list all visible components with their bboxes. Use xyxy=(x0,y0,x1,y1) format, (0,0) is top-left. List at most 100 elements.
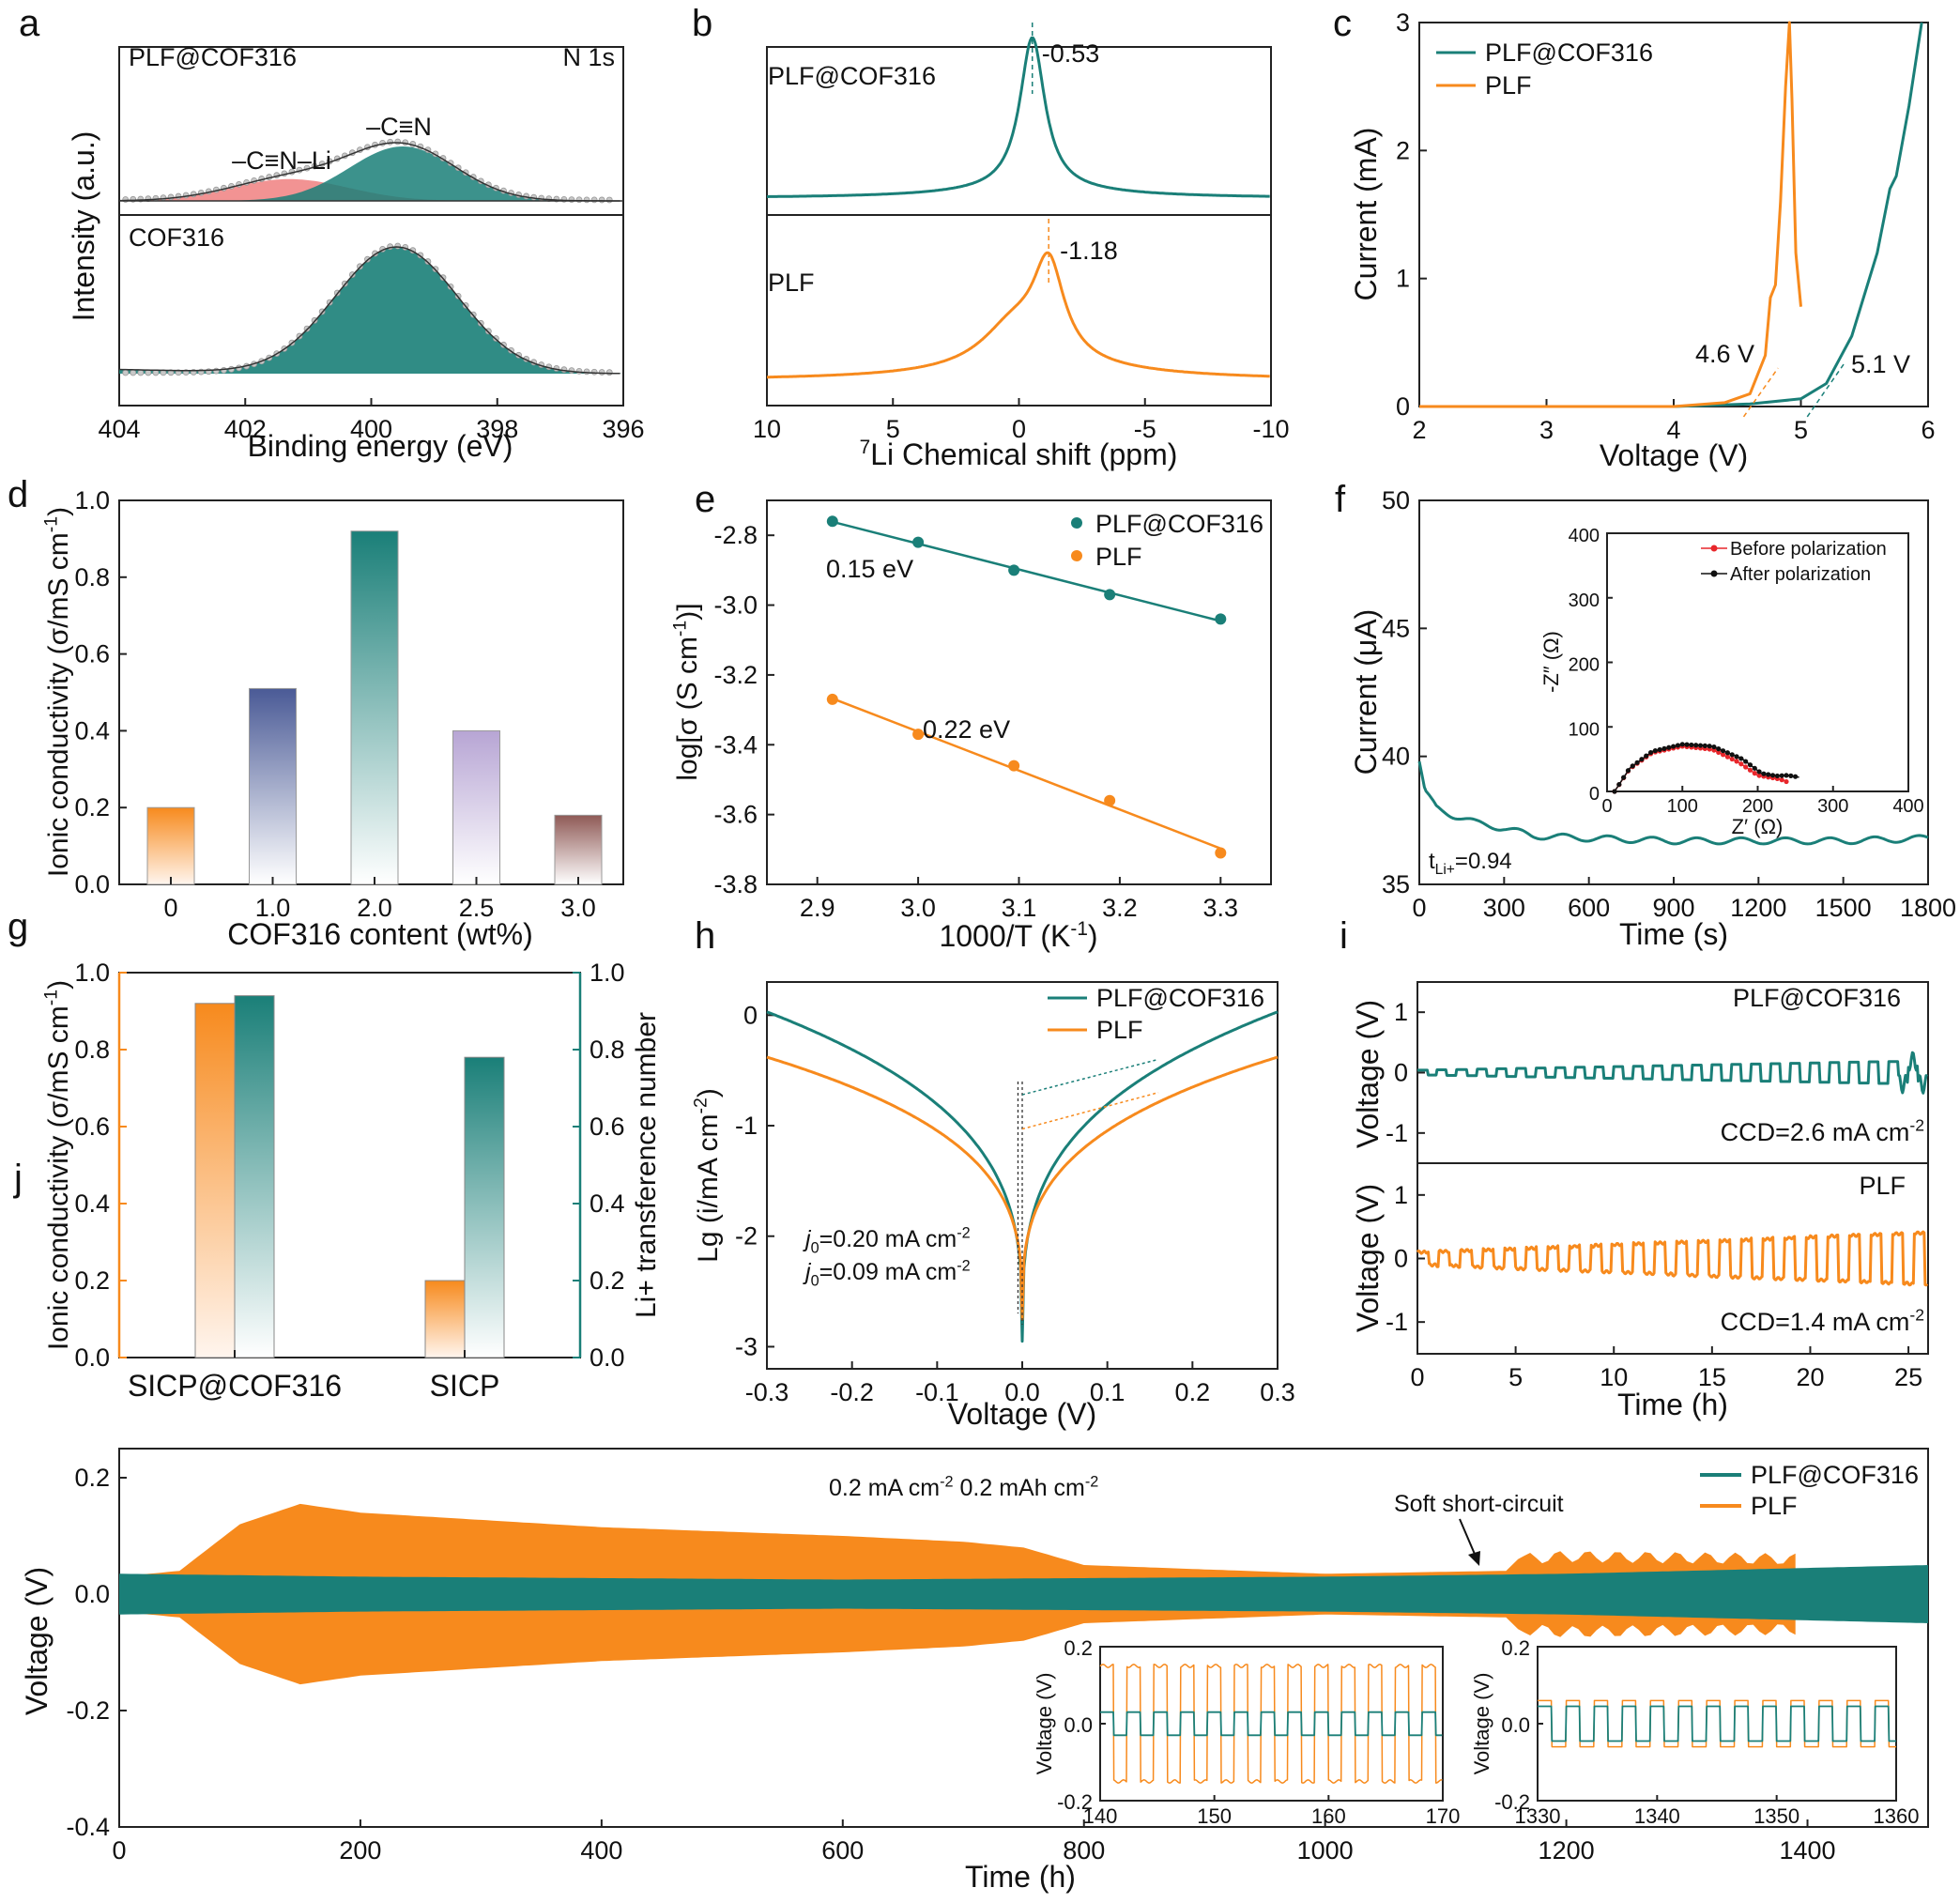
x-tick-label: 100 xyxy=(1667,796,1698,817)
panel-a-ylabel: Intensity (a.u.) xyxy=(67,131,100,322)
y-tick-label: -0.2 xyxy=(1057,1790,1093,1814)
x-tick-label: 300 xyxy=(1817,796,1848,817)
panel-e-ylabel-part: )] xyxy=(672,603,703,620)
eis-point xyxy=(1634,760,1640,765)
eis-curve xyxy=(1614,745,1788,792)
eis-point xyxy=(1761,771,1767,776)
legend-marker xyxy=(1710,545,1718,552)
y-tick-label: 0.8 xyxy=(590,1036,625,1064)
y-tick-label: 40 xyxy=(1382,743,1410,771)
x-tick-label: 900 xyxy=(1652,894,1694,922)
eis-point xyxy=(1720,748,1726,754)
eis-point xyxy=(1784,778,1789,785)
fit-line xyxy=(832,520,1221,622)
eis-point xyxy=(1675,743,1681,748)
panel-b-xlabel: 7Li Chemical shift (ppm) xyxy=(860,437,1178,471)
eis-point xyxy=(1756,769,1762,775)
x-tick-label: -5 xyxy=(1134,415,1156,443)
y-tick-label: -3 xyxy=(735,1332,758,1360)
x-tick-label: 800 xyxy=(1063,1836,1105,1865)
x-tick-label: 0.2 xyxy=(1175,1378,1211,1406)
eis-point xyxy=(1616,781,1622,788)
eis-point xyxy=(1711,744,1717,750)
eis-point xyxy=(1729,752,1735,758)
legend-entry: After polarization xyxy=(1730,564,1871,585)
y-tick-label: -3.6 xyxy=(713,801,758,829)
soft-short-annotation: Soft short-circuit xyxy=(1394,1491,1564,1517)
eis-point xyxy=(1707,744,1712,749)
x-tick-label: 10 xyxy=(753,415,781,443)
x-tick-label: 15 xyxy=(1698,1363,1726,1391)
xps-envelope xyxy=(119,142,620,202)
y-tick-label: 100 xyxy=(1569,719,1600,740)
eis-point xyxy=(1671,744,1677,749)
x-tick-label: 0.1 xyxy=(1090,1378,1125,1406)
eis-point xyxy=(1697,743,1704,748)
xps-data-point xyxy=(598,196,605,204)
exchange-current-label: j0=0.20 mA cm-2 xyxy=(803,1225,971,1257)
arrow-head xyxy=(1468,1551,1480,1566)
eis-point xyxy=(1716,749,1722,756)
inset-ylabel: Voltage (V) xyxy=(1470,1673,1493,1775)
panel-g-ylabel-left: Ionic conductivity (σ/mS cm-1) xyxy=(41,980,74,1350)
x-tick-label: 300 xyxy=(1483,894,1525,922)
exchange-current-label-part: =0.20 mA cm xyxy=(819,1226,957,1252)
transference-number-label-part: t xyxy=(1429,849,1435,874)
eis-point xyxy=(1747,767,1753,773)
eis-point xyxy=(1625,768,1631,774)
panel-f-ylabel: Current (μA) xyxy=(1349,609,1383,775)
x-tick-label: 0 xyxy=(163,894,177,922)
x-tick-label: 1400 xyxy=(1779,1836,1835,1865)
x-tick-label: 1000 xyxy=(1297,1836,1354,1865)
x-tick-label: 1350 xyxy=(1753,1804,1799,1828)
onset-label-plf: 4.6 V xyxy=(1695,340,1754,368)
x-tick-label: 2.9 xyxy=(800,894,835,922)
y-tick-label: 0 xyxy=(743,1001,758,1029)
test-condition-label-part xyxy=(954,1475,960,1501)
legend-marker xyxy=(1071,550,1082,561)
x-tick-label: 5 xyxy=(1794,416,1808,444)
ccd-label-bottom: CCD=1.4 mA cm-2 xyxy=(1721,1306,1924,1336)
panel-letter-h: h xyxy=(695,915,715,957)
panel-letter-j: j xyxy=(13,1158,23,1199)
panel-g-ylabel-left-part: Ionic conductivity (σ/mS cm xyxy=(43,1005,74,1350)
test-condition-label: 0.2 mA cm-2 0.2 mAh cm-2 xyxy=(829,1474,1098,1502)
panel-i-bottom-label: PLF xyxy=(1859,1172,1906,1200)
x-tick-label: 140 xyxy=(1083,1804,1118,1828)
activation-energy-label: 0.15 eV xyxy=(826,555,913,583)
panel-a-xlabel: Binding energy (eV) xyxy=(248,429,513,463)
xps-data-point xyxy=(590,196,598,204)
panel-i-ylabel-top: Voltage (V) xyxy=(1351,1000,1385,1148)
eis-point xyxy=(1766,772,1771,777)
x-tick-label: 200 xyxy=(339,1836,381,1865)
peak-component-cn xyxy=(119,146,623,201)
eis-point xyxy=(1679,742,1685,747)
x-tick-label: 2.0 xyxy=(357,894,392,922)
xps-data-point xyxy=(122,369,130,376)
legend-entry: Before polarization xyxy=(1730,539,1887,560)
eis-point xyxy=(1738,756,1744,761)
exchange-current-label-part: j xyxy=(803,1226,812,1252)
panel-h-ylabel-part: Lg (i/mA cm xyxy=(693,1113,724,1262)
inset-background xyxy=(1538,1647,1896,1801)
x-tick-label: 1500 xyxy=(1815,894,1872,922)
xps-data-point xyxy=(583,368,590,376)
current-curve-plf-cof316 xyxy=(1419,22,1923,408)
y-tick-label: 0.2 xyxy=(590,1266,625,1295)
eis-point xyxy=(1630,763,1635,769)
eis-point xyxy=(1621,775,1627,780)
x-tick-label: -10 xyxy=(1252,415,1289,443)
xps-data-point xyxy=(130,369,137,376)
panel-e-xlabel-part: 1000/T (K xyxy=(939,919,1070,953)
y-tick-label: 0.4 xyxy=(74,716,110,744)
inset-voltage-plf-cof316 xyxy=(1537,1705,1897,1742)
x-tick-label: 0.0 xyxy=(1004,1378,1040,1406)
y-tick-label: 1 xyxy=(1394,1181,1408,1209)
inset-background xyxy=(1100,1647,1443,1801)
inset-xlabel: Z′ (Ω) xyxy=(1732,815,1784,838)
xps-data-point xyxy=(583,196,590,204)
panel-d-ylabel-part: Ionic conductivity (σ/mS cm xyxy=(43,532,74,877)
y-tick-label: -3.8 xyxy=(713,870,758,898)
x-tick-label: 0 xyxy=(112,1836,126,1865)
